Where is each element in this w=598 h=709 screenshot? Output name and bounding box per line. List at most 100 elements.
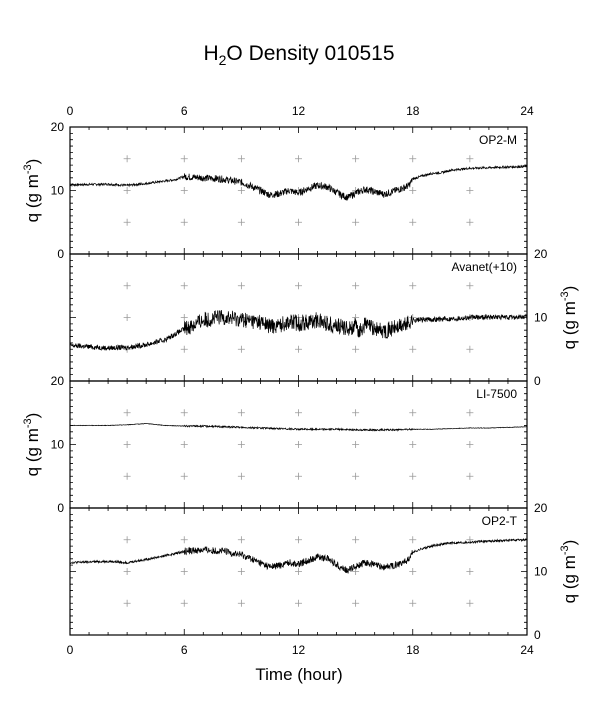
chart-title: H2O Density 010515 bbox=[203, 42, 394, 68]
y-tick-label: 20 bbox=[51, 120, 65, 134]
grid-cross bbox=[466, 218, 474, 226]
grid-cross bbox=[180, 536, 188, 544]
panel-frame bbox=[69, 507, 528, 636]
x-tick-label-top: 12 bbox=[292, 104, 306, 118]
grid-cross bbox=[295, 536, 302, 544]
y-tick-label: 0 bbox=[57, 501, 64, 515]
grid-cross bbox=[237, 472, 245, 480]
grid-cross bbox=[466, 187, 474, 194]
grid-cross bbox=[295, 282, 302, 290]
grid-cross bbox=[409, 282, 417, 290]
grid-cross bbox=[180, 568, 188, 575]
grid-cross bbox=[295, 345, 302, 353]
chart-title-sub: 2 bbox=[219, 52, 227, 68]
grid-cross bbox=[466, 599, 474, 607]
panel-label: OP2-T bbox=[482, 514, 518, 528]
y-axis-label: q (g m-3) bbox=[559, 540, 579, 604]
panel-label: OP2-M bbox=[479, 133, 517, 147]
y-tick-label: 10 bbox=[51, 438, 65, 452]
y-tick-label: 10 bbox=[534, 311, 548, 325]
y-tick-label: 20 bbox=[51, 374, 65, 388]
grid-cross bbox=[409, 568, 417, 575]
grid-cross bbox=[237, 599, 245, 607]
grid-cross bbox=[180, 599, 188, 607]
series-line-2 bbox=[69, 310, 528, 351]
grid-cross bbox=[409, 472, 417, 480]
grid-cross bbox=[352, 536, 360, 544]
y-tick-label: 20 bbox=[534, 247, 548, 261]
grid-cross bbox=[180, 218, 188, 226]
x-axis-label: Time (hour) bbox=[255, 665, 342, 684]
grid-cross bbox=[352, 441, 360, 448]
x-tick-label-top: 24 bbox=[520, 104, 534, 118]
chart-title-main: H bbox=[203, 42, 218, 65]
grid-cross bbox=[237, 536, 245, 544]
chart-panels: OP2-M 0 10 20 q (g m-3) Avanet(+10) 0 10 20 q (g … bbox=[22, 104, 579, 657]
grid-cross bbox=[123, 218, 131, 226]
x-tick-label: 18 bbox=[406, 643, 420, 657]
grid-cross bbox=[237, 345, 245, 353]
y-tick-label: 10 bbox=[534, 565, 548, 579]
grid-cross bbox=[180, 441, 188, 448]
panel-4: OP2-T 0 10 20 q (g m-3) bbox=[69, 501, 579, 642]
grid-cross bbox=[237, 155, 245, 163]
x-tick-label: 24 bbox=[520, 643, 534, 657]
grid-cross bbox=[123, 441, 131, 448]
y-axis-label: q (g m-3) bbox=[559, 286, 579, 350]
grid-cross bbox=[352, 409, 360, 417]
grid-cross bbox=[295, 155, 302, 163]
grid-cross bbox=[123, 536, 131, 544]
grid-cross bbox=[409, 345, 417, 353]
panel-label: Avanet(+10) bbox=[452, 260, 518, 274]
y-tick-label: 0 bbox=[534, 374, 541, 388]
x-tick-label: 6 bbox=[181, 643, 188, 657]
series-line-4 bbox=[69, 537, 528, 574]
grid-cross bbox=[466, 155, 474, 163]
grid-cross bbox=[409, 409, 417, 417]
grid-cross bbox=[180, 345, 188, 353]
grid-cross bbox=[123, 282, 131, 290]
grid-cross bbox=[295, 599, 302, 607]
panel-2: Avanet(+10) 0 10 20 q (g m-3) bbox=[69, 247, 579, 388]
grid-cross bbox=[466, 441, 474, 448]
y-axis-label: q (g m-3) bbox=[22, 413, 42, 477]
panel-label: LI-7500 bbox=[476, 387, 517, 401]
grid-cross bbox=[352, 155, 360, 163]
grid-cross bbox=[466, 568, 474, 575]
grid-cross bbox=[295, 409, 302, 417]
y-tick-label: 0 bbox=[57, 247, 64, 261]
grid-cross bbox=[352, 599, 360, 607]
grid-cross bbox=[180, 282, 188, 290]
grid-cross bbox=[237, 282, 245, 290]
x-tick-label-top: 0 bbox=[67, 104, 74, 118]
grid-cross bbox=[180, 155, 188, 163]
grid-cross bbox=[237, 218, 245, 226]
grid-cross bbox=[180, 187, 188, 194]
grid-cross bbox=[295, 218, 302, 226]
panel-1: OP2-M 0 10 20 q (g m-3) bbox=[22, 120, 528, 261]
x-tick-label: 12 bbox=[292, 643, 306, 657]
chart-title-rest: O Density 010515 bbox=[226, 42, 394, 65]
grid-cross bbox=[352, 218, 360, 226]
y-tick-label: 10 bbox=[51, 184, 65, 198]
grid-cross bbox=[123, 314, 131, 321]
grid-cross bbox=[352, 472, 360, 480]
grid-cross bbox=[352, 282, 360, 290]
grid-cross bbox=[409, 155, 417, 163]
grid-cross bbox=[237, 187, 245, 194]
grid-cross bbox=[466, 282, 474, 290]
grid-cross bbox=[409, 536, 417, 544]
grid-cross bbox=[180, 314, 188, 321]
grid-cross bbox=[237, 441, 245, 448]
grid-cross bbox=[123, 155, 131, 163]
panel-3: LI-7500 0 10 20 q (g m-3) bbox=[22, 374, 528, 515]
y-tick-label: 20 bbox=[534, 501, 548, 515]
grid-cross bbox=[123, 472, 131, 480]
grid-cross bbox=[466, 409, 474, 417]
grid-cross bbox=[409, 441, 417, 448]
grid-cross bbox=[409, 599, 417, 607]
grid-cross bbox=[466, 345, 474, 353]
grid-cross bbox=[123, 599, 131, 607]
grid-cross bbox=[466, 472, 474, 480]
